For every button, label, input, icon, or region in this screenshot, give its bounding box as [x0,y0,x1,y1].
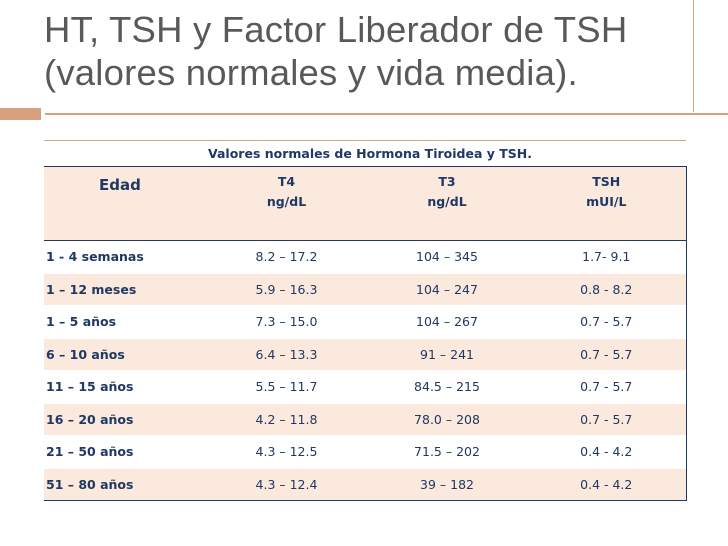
table-row: 16 – 20 años 4.2 – 11.8 78.0 – 208 0.7 - 5.… [44,402,687,436]
cell-edad: 51 – 80 años [44,467,206,501]
cell-edad: 11 – 15 años [44,370,206,403]
cell-edad: 21 – 50 años [44,435,206,468]
header-t3: T3 ng/dL [367,166,527,241]
table-caption-row: Valores normales de Hormona Tiroidea y T… [44,140,686,167]
cell-tsh: 0.7 - 5.7 [527,402,687,436]
cell-t3: 71.5 – 202 [367,435,527,468]
cell-edad: 1 - 4 semanas [44,240,206,273]
cell-t4: 5.5 – 11.7 [206,370,367,403]
table-row: 1 – 12 meses 5.9 – 16.3 104 – 247 0.8 - 8.2 [44,272,687,306]
cell-t4: 4.3 – 12.4 [206,467,367,501]
header-t3-unit: ng/dL [427,194,467,209]
cell-t3: 104 – 267 [367,305,527,338]
cell-tsh: 0.7 - 5.7 [527,305,687,338]
slide-title-line-1: HT, TSH y Factor Liberador de TSH [44,9,628,50]
table-row: 1 - 4 semanas 8.2 – 17.2 104 – 345 1.7- 9.1 [44,240,687,273]
cell-edad: 1 – 12 meses [44,272,206,306]
table-header-row: Edad T4 ng/dL T3 ng/dL TSH mUI/L [44,166,687,241]
cell-t4: 7.3 – 15.0 [206,305,367,338]
table-row: 21 – 50 años 4.3 – 12.5 71.5 – 202 0.4 - 4.… [44,435,687,468]
cell-tsh: 0.4 - 4.2 [527,467,687,501]
table-row: 51 – 80 años 4.3 – 12.4 39 – 182 0.4 - 4.2 [44,467,687,501]
header-t3-name: T3 [438,174,456,189]
cell-t3: 91 – 241 [367,337,527,371]
cell-edad: 16 – 20 años [44,402,206,436]
hormone-values-table: Valores normales de Hormona Tiroidea y T… [44,140,687,501]
cell-t3: 104 – 345 [367,240,527,273]
table-row: 6 – 10 años 6.4 – 13.3 91 – 241 0.7 - 5.7 [44,337,687,371]
cell-t4: 5.9 – 16.3 [206,272,367,306]
header-t4-name: T4 [277,174,296,189]
table-row: 11 – 15 años 5.5 – 11.7 84.5 – 215 0.7 - 5.… [44,370,687,403]
cell-t3: 104 – 247 [367,272,527,306]
header-t4: T4 ng/dL [206,166,367,241]
cell-tsh: 0.7 - 5.7 [527,337,687,371]
header-edad: Edad [44,166,206,241]
cell-edad: 1 – 5 años [44,305,206,338]
accent-vertical-line [693,0,694,112]
cell-t3: 78.0 – 208 [367,402,527,436]
cell-t3: 84.5 – 215 [367,370,527,403]
header-tsh-name: TSH [592,174,621,189]
accent-bar-left [0,108,41,120]
accent-divider [45,113,728,115]
cell-t4: 4.2 – 11.8 [206,402,367,436]
header-tsh-unit: mUI/L [586,194,627,209]
header-tsh: TSH mUI/L [527,166,687,241]
cell-t3: 39 – 182 [367,467,527,501]
cell-t4: 8.2 – 17.2 [206,240,367,273]
table-caption: Valores normales de Hormona Tiroidea y T… [44,140,686,167]
slide-title-line-2: (valores normales y vida media). [44,52,578,93]
cell-edad: 6 – 10 años [44,337,206,371]
table-row: 1 – 5 años 7.3 – 15.0 104 – 267 0.7 - 5.7 [44,305,687,338]
slide-title: HT, TSH y Factor Liberador de TSH (valor… [44,8,714,94]
cell-t4: 6.4 – 13.3 [206,337,367,371]
header-t4-unit: ng/dL [266,194,307,209]
cell-tsh: 1.7- 9.1 [527,240,687,273]
cell-tsh: 0.8 - 8.2 [527,272,687,306]
cell-t4: 4.3 – 12.5 [206,435,367,468]
cell-tsh: 0.4 - 4.2 [527,435,687,468]
cell-tsh: 0.7 - 5.7 [527,370,687,403]
